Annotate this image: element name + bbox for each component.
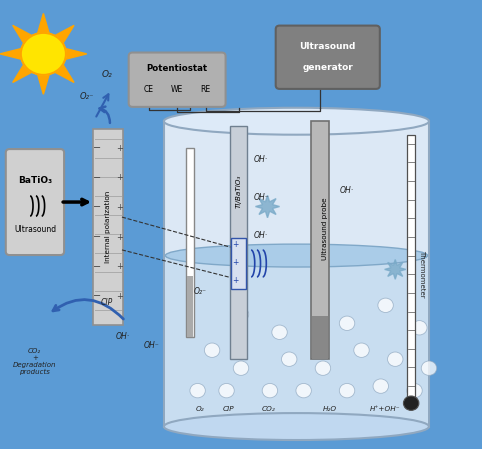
FancyBboxPatch shape — [164, 121, 429, 427]
Circle shape — [403, 396, 419, 410]
Text: −: − — [94, 262, 101, 272]
Circle shape — [233, 361, 249, 375]
Text: Potentiostat: Potentiostat — [147, 64, 208, 73]
Text: generator: generator — [302, 63, 353, 72]
Text: Ultrasound probe: Ultrasound probe — [322, 197, 328, 260]
Text: −: − — [94, 143, 101, 153]
Circle shape — [421, 361, 437, 375]
Ellipse shape — [164, 413, 429, 440]
Polygon shape — [38, 13, 49, 34]
Text: O₂: O₂ — [102, 70, 112, 79]
FancyBboxPatch shape — [93, 129, 123, 325]
Ellipse shape — [165, 244, 428, 267]
Text: +: + — [116, 203, 123, 212]
Text: −: − — [94, 232, 101, 242]
Text: BaTiO₃: BaTiO₃ — [18, 176, 52, 185]
Polygon shape — [54, 25, 74, 44]
Polygon shape — [13, 25, 32, 44]
Text: OH·: OH· — [340, 186, 354, 195]
FancyBboxPatch shape — [407, 135, 415, 400]
Circle shape — [339, 383, 355, 398]
Text: OH·: OH· — [116, 332, 130, 341]
Text: H⁺+OH⁻: H⁺+OH⁻ — [370, 406, 401, 412]
Circle shape — [354, 343, 369, 357]
Circle shape — [296, 383, 311, 398]
Text: Thermometer: Thermometer — [419, 250, 425, 298]
Text: CO₂: CO₂ — [262, 406, 276, 412]
Circle shape — [281, 352, 297, 366]
Polygon shape — [255, 195, 280, 218]
Text: CE: CE — [144, 84, 154, 94]
Circle shape — [378, 298, 393, 313]
Circle shape — [233, 307, 249, 321]
Circle shape — [272, 325, 287, 339]
Ellipse shape — [164, 108, 429, 135]
Text: +: + — [232, 276, 238, 285]
Text: OH·: OH· — [253, 231, 268, 240]
FancyBboxPatch shape — [129, 53, 226, 107]
Text: Ultrasound: Ultrasound — [300, 41, 356, 51]
Polygon shape — [0, 48, 22, 59]
Text: +: + — [116, 144, 123, 153]
Polygon shape — [65, 48, 87, 59]
Text: O₂⁻: O₂⁻ — [194, 287, 207, 296]
Circle shape — [407, 383, 422, 398]
FancyBboxPatch shape — [187, 277, 193, 337]
FancyBboxPatch shape — [311, 121, 329, 359]
Circle shape — [339, 316, 355, 330]
Text: −: − — [94, 291, 101, 301]
Text: CO₂
+
Degradation
products: CO₂ + Degradation products — [13, 348, 56, 375]
Polygon shape — [54, 64, 74, 83]
Circle shape — [262, 383, 278, 398]
FancyBboxPatch shape — [276, 26, 380, 89]
Circle shape — [412, 321, 427, 335]
Polygon shape — [385, 260, 406, 279]
Text: +: + — [116, 262, 123, 271]
FancyBboxPatch shape — [165, 254, 428, 425]
Text: RE: RE — [201, 84, 211, 94]
Text: O₂: O₂ — [196, 406, 204, 412]
FancyBboxPatch shape — [186, 148, 194, 337]
Circle shape — [21, 33, 66, 75]
Text: Ti/BaTiO₃: Ti/BaTiO₃ — [236, 174, 242, 208]
Text: +: + — [116, 292, 123, 301]
Circle shape — [373, 379, 388, 393]
Text: Ultrasound: Ultrasound — [14, 225, 56, 234]
FancyBboxPatch shape — [230, 126, 247, 359]
Text: +: + — [232, 258, 238, 267]
Polygon shape — [13, 64, 32, 83]
Text: WE: WE — [171, 84, 183, 94]
FancyBboxPatch shape — [312, 317, 328, 359]
Text: CIP: CIP — [100, 298, 113, 307]
FancyBboxPatch shape — [6, 149, 64, 255]
Text: Internal polarization: Internal polarization — [105, 191, 111, 263]
Text: O₂⁻: O₂⁻ — [80, 92, 94, 101]
Circle shape — [315, 361, 331, 375]
Text: +: + — [116, 173, 123, 182]
Circle shape — [190, 383, 205, 398]
Text: +: + — [116, 233, 123, 242]
Text: H₂O: H₂O — [323, 406, 337, 412]
FancyBboxPatch shape — [231, 238, 246, 289]
Text: CIP: CIP — [223, 406, 235, 412]
Polygon shape — [38, 74, 49, 94]
Text: −: − — [94, 202, 101, 212]
Circle shape — [204, 343, 220, 357]
Text: −: − — [94, 173, 101, 183]
Circle shape — [219, 383, 234, 398]
Text: +: + — [232, 240, 238, 249]
Circle shape — [388, 352, 403, 366]
Text: OH⁻: OH⁻ — [144, 341, 160, 350]
Text: OH⁻: OH⁻ — [254, 193, 269, 202]
Text: OH·: OH· — [253, 154, 268, 163]
